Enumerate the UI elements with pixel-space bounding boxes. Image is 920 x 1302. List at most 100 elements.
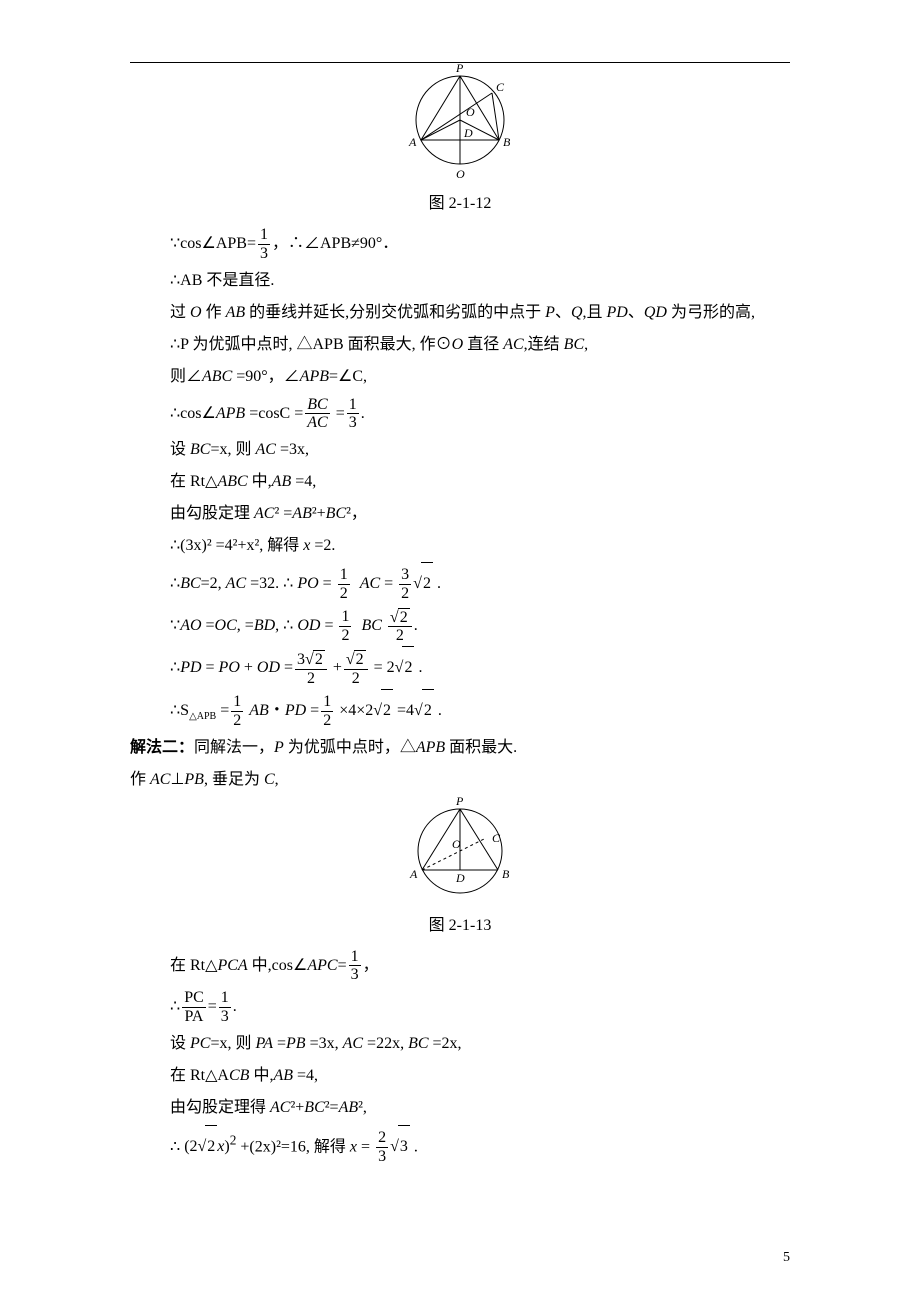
- frac: 12: [339, 608, 351, 644]
- n: 1: [338, 566, 350, 584]
- t: .: [361, 405, 365, 422]
- line-7: 设 BC=x, 则 AC =3x,: [170, 434, 750, 466]
- r: 2: [354, 650, 366, 669]
- sqrt: √2: [413, 562, 433, 605]
- v: AB: [339, 1099, 359, 1116]
- t: =2.: [310, 537, 335, 554]
- t: =∠C,: [329, 368, 367, 385]
- t: =: [280, 659, 293, 676]
- frac: 12: [321, 693, 333, 729]
- d: 3: [347, 413, 359, 432]
- v: BC: [408, 1035, 428, 1052]
- line-8: 在 Rt△ABC 中,AB =4,: [170, 466, 750, 498]
- t: 设: [170, 1035, 190, 1052]
- frac: PCPA: [182, 989, 206, 1025]
- v: AC: [254, 505, 274, 522]
- v: O: [190, 304, 202, 321]
- t: ,且: [583, 304, 607, 321]
- n: 1: [321, 693, 333, 711]
- t: =32. ∴: [246, 575, 297, 592]
- line-17: 设 PC=x, 则 PA =PB =3x, AC =22x, BC =2x,: [170, 1028, 750, 1060]
- v: PD: [180, 659, 201, 676]
- n: 1: [258, 226, 270, 244]
- t: =3x,: [276, 441, 309, 458]
- n: 1: [219, 989, 231, 1007]
- t: ∴: [170, 659, 180, 676]
- t: 由勾股定理得: [170, 1099, 270, 1116]
- frac: 13: [258, 226, 270, 262]
- t: ∴cos∠: [170, 405, 216, 422]
- method-2-label: 解法二：: [130, 739, 194, 756]
- v: APB: [300, 368, 329, 385]
- line-10: ∴(3x)² =4²+x², 解得 x =2.: [170, 530, 750, 562]
- t: 2x,: [384, 1035, 408, 1052]
- v: OC: [215, 617, 237, 634]
- t: ²+: [290, 1099, 304, 1116]
- t: 、: [555, 304, 571, 321]
- t: ×4×2: [335, 702, 373, 719]
- v: AB: [272, 473, 292, 490]
- line-1: ∵cos∠APB=13，∴∠APB≠90°．: [170, 223, 750, 265]
- line-12: ∵AO =OC, =BD, ∴ OD = 12 BC √22.: [170, 605, 750, 647]
- t: =2x,: [429, 1035, 462, 1052]
- v: AC: [360, 575, 380, 592]
- v: PD: [607, 304, 628, 321]
- t: =: [273, 1035, 286, 1052]
- t: =: [306, 702, 319, 719]
- figure-1: P Q A B C O D: [170, 60, 750, 183]
- r: 2: [313, 650, 325, 669]
- v: APC: [307, 957, 337, 974]
- d: 2: [399, 584, 411, 603]
- t: 作: [130, 771, 150, 788]
- t: .: [410, 1138, 418, 1155]
- v: P: [274, 739, 284, 756]
- page-number: 5: [783, 1250, 790, 1266]
- n: 1: [347, 396, 359, 414]
- figure-1-caption: 图 2-1-12: [170, 189, 750, 213]
- t: =cosC =: [245, 405, 303, 422]
- svg-text:P: P: [455, 796, 464, 808]
- v: AB: [273, 1067, 293, 1084]
- t: ,连结: [524, 336, 564, 353]
- t: ² =: [274, 505, 292, 522]
- t: =2: [363, 1035, 384, 1052]
- v: PO: [219, 659, 240, 676]
- r: 2: [421, 562, 433, 605]
- v: ABC: [202, 368, 232, 385]
- line-2: ∴AB 不是直径.: [170, 265, 750, 297]
- c: 4: [406, 702, 414, 719]
- v: AC: [343, 1035, 363, 1052]
- r: 2: [402, 646, 414, 689]
- frac: 32: [399, 566, 411, 602]
- t: 由勾股定理: [170, 505, 254, 522]
- t: =x, 则: [210, 1035, 255, 1052]
- t: +: [240, 659, 257, 676]
- t: ∵cos∠APB=: [170, 235, 256, 252]
- t: , ∴: [275, 617, 297, 634]
- n: 3: [399, 566, 411, 584]
- n: 1: [231, 693, 243, 711]
- t: 中,: [248, 473, 272, 490]
- t: =3x,: [306, 1035, 343, 1052]
- svg-text:O: O: [466, 105, 475, 119]
- v: Q: [571, 304, 583, 321]
- r: 3: [398, 1125, 410, 1168]
- t: ・: [269, 702, 285, 719]
- t: 直径: [463, 336, 503, 353]
- d: 2: [388, 626, 412, 645]
- t: =: [245, 617, 254, 634]
- sqrt: √3: [390, 1125, 410, 1168]
- v: BD: [254, 617, 275, 634]
- v: APB: [216, 405, 245, 422]
- sqrt: √2: [395, 646, 415, 689]
- line-15: 在 Rt△PCA 中,cos∠APC=13，: [170, 945, 750, 987]
- t: =4,: [291, 473, 316, 490]
- t: 的垂线并延长,分别交优弧和劣弧的中点于: [245, 304, 545, 321]
- svg-text:Q: Q: [456, 167, 465, 178]
- d: 3: [219, 1007, 231, 1026]
- t: ∴S: [170, 702, 189, 719]
- t: 、: [628, 304, 644, 321]
- d: 2: [339, 626, 351, 645]
- top-rule: [130, 62, 790, 63]
- t: =x, 则: [210, 441, 255, 458]
